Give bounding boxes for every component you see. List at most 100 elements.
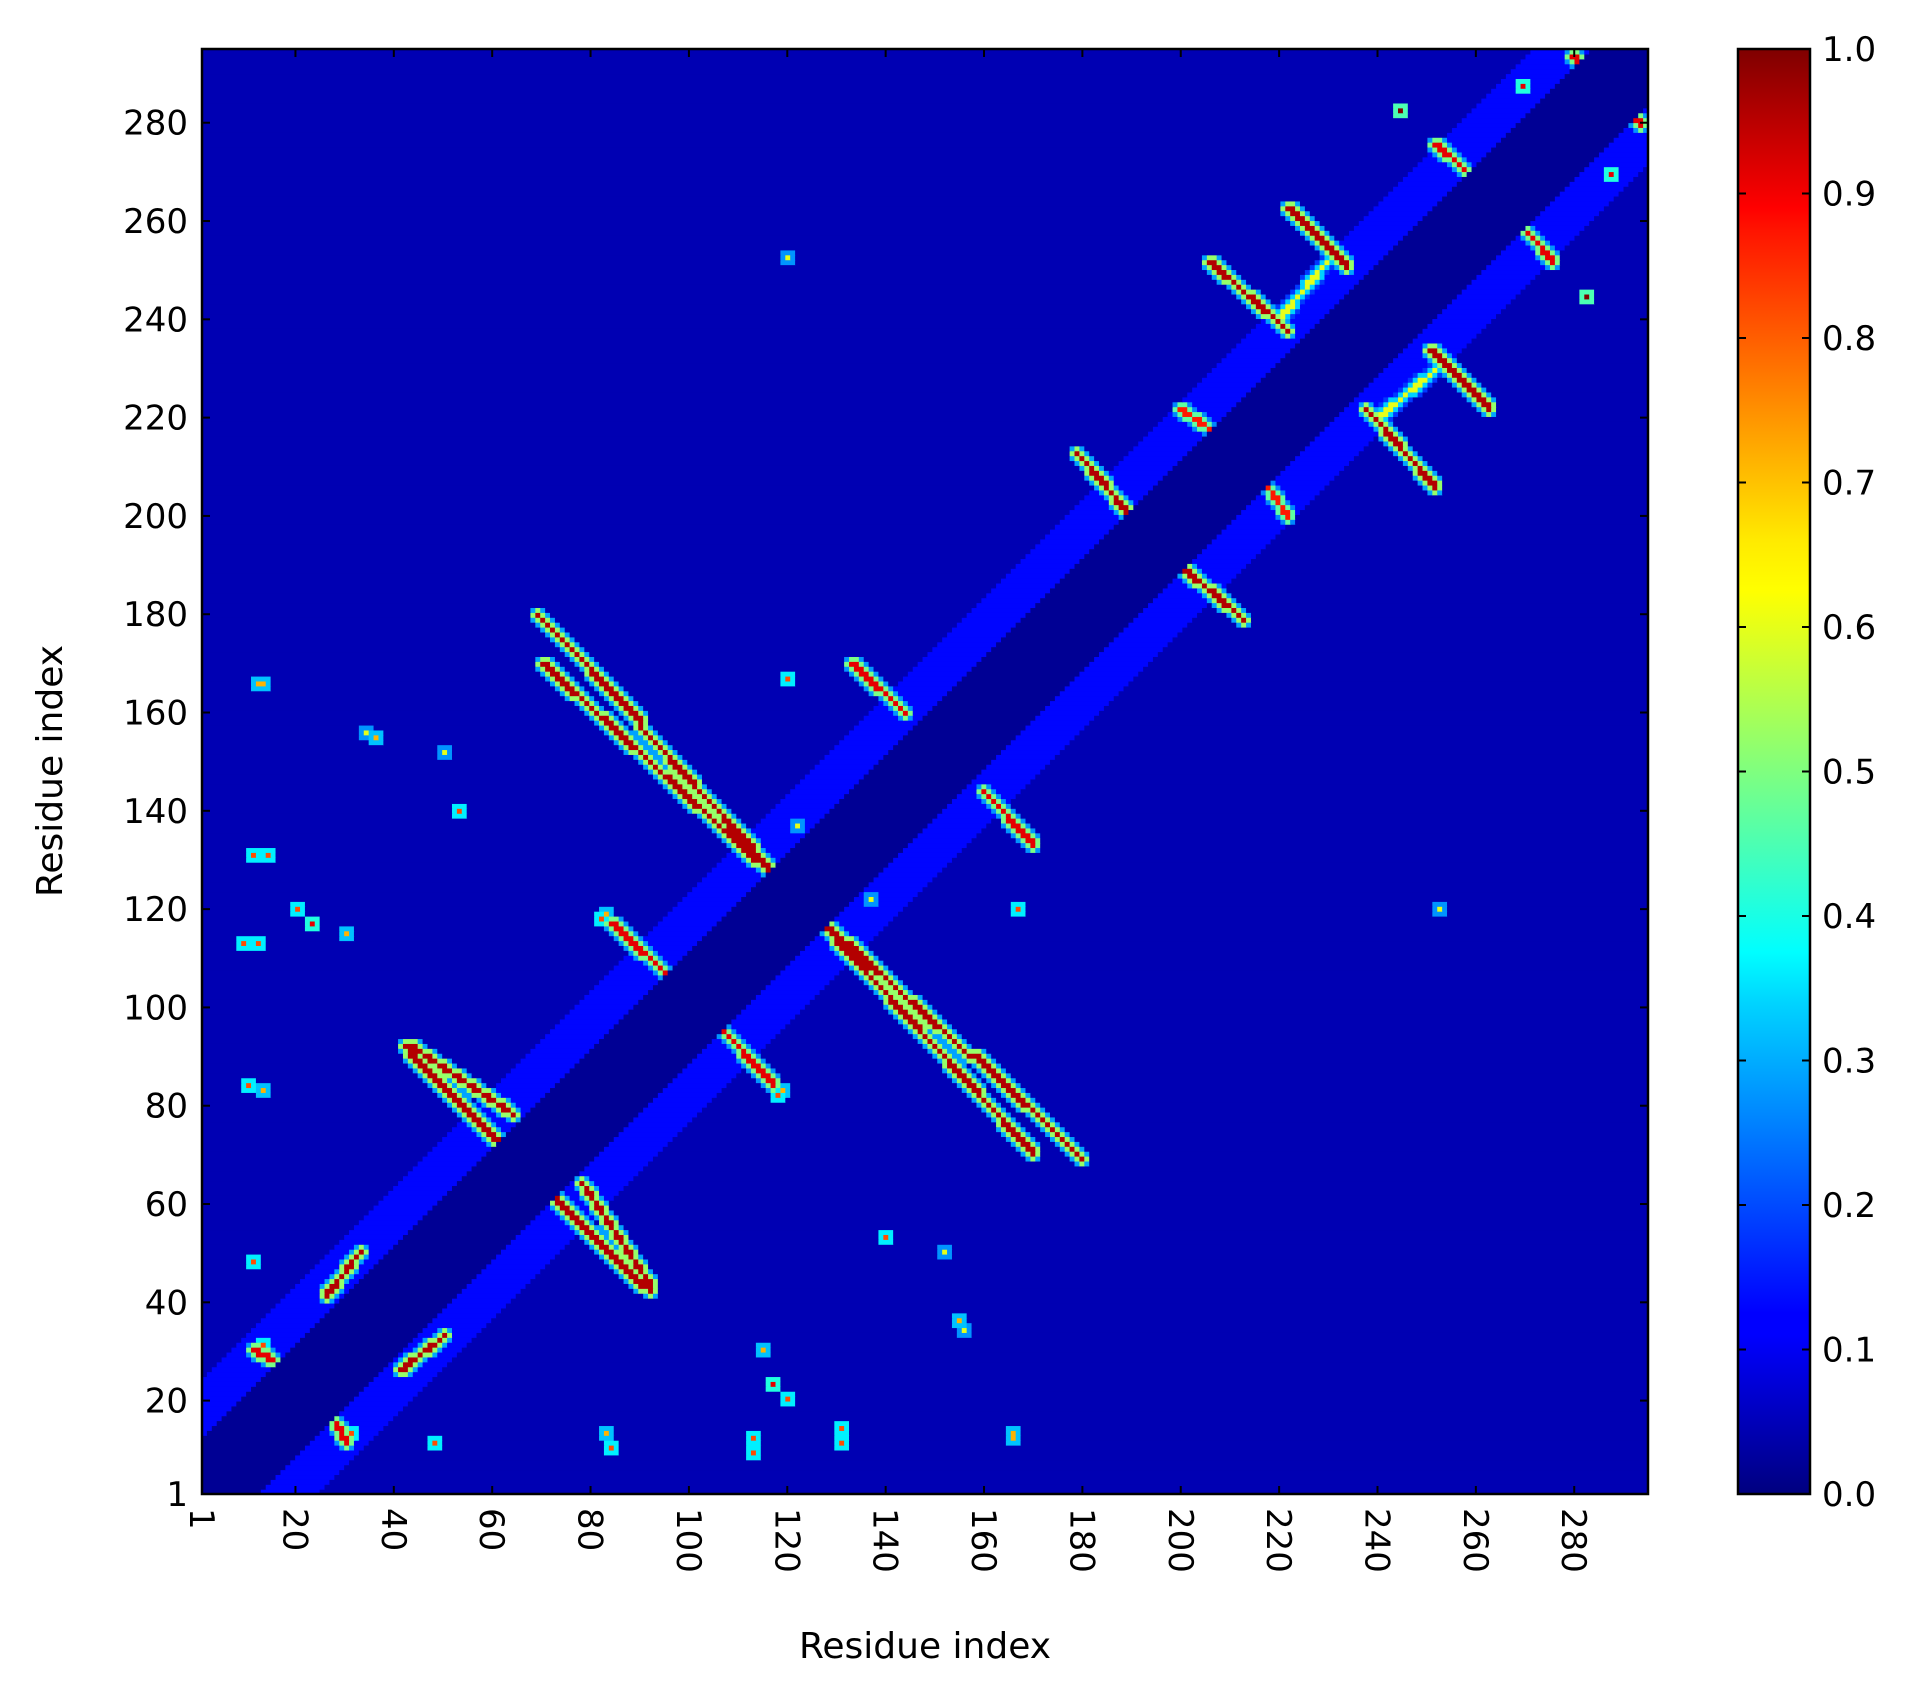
heatmap-cell bbox=[1246, 289, 1257, 295]
heatmap-cell bbox=[1314, 259, 1321, 266]
heatmap-cell bbox=[623, 739, 634, 746]
heatmap-cell bbox=[1339, 269, 1345, 275]
heatmap-cell bbox=[530, 617, 536, 623]
heatmap-cell bbox=[447, 1327, 453, 1333]
heatmap-cell bbox=[1260, 377, 1375, 383]
heatmap-cell bbox=[643, 1273, 649, 1280]
heatmap-cell bbox=[1314, 494, 1649, 501]
heatmap-cell bbox=[1608, 171, 1615, 177]
heatmap-cell bbox=[917, 1009, 929, 1015]
heatmap-cell bbox=[1471, 382, 1478, 388]
heatmap-cell bbox=[1231, 592, 1649, 599]
heatmap-cell bbox=[1368, 421, 1375, 427]
heatmap-cell bbox=[956, 1072, 968, 1079]
heatmap-cell bbox=[613, 1234, 625, 1240]
heatmap-cell bbox=[628, 1244, 634, 1250]
heatmap-cell bbox=[628, 940, 639, 946]
heatmap-cell bbox=[1064, 1141, 1071, 1147]
heatmap-cell bbox=[1241, 279, 1247, 285]
heatmap-cell bbox=[858, 974, 865, 981]
heatmap-cell bbox=[1255, 303, 1267, 310]
heatmap-cell bbox=[295, 1454, 355, 1461]
heatmap-cell bbox=[652, 734, 659, 741]
heatmap-cell bbox=[858, 656, 865, 662]
heatmap-cell bbox=[1059, 749, 1649, 755]
heatmap-cell bbox=[976, 1082, 982, 1089]
heatmap-cell bbox=[613, 1209, 1649, 1216]
heatmap-cell bbox=[1280, 529, 1649, 535]
heatmap-cell bbox=[844, 950, 865, 956]
heatmap-cell bbox=[628, 925, 634, 932]
heatmap-cell bbox=[402, 1175, 463, 1182]
heatmap-cell bbox=[1324, 279, 1360, 285]
heatmap-cell bbox=[991, 788, 997, 795]
y-tick-label: 240 bbox=[123, 300, 188, 340]
heatmap-cell bbox=[888, 695, 894, 702]
heatmap-cell bbox=[251, 680, 257, 687]
heatmap-cell bbox=[589, 989, 649, 995]
heatmap-cell bbox=[746, 1435, 752, 1441]
heatmap-cell bbox=[510, 1107, 517, 1113]
heatmap-cell bbox=[986, 1048, 1649, 1054]
heatmap-cell bbox=[643, 960, 649, 966]
heatmap-cell bbox=[1378, 411, 1389, 417]
heatmap-cell bbox=[481, 1102, 487, 1108]
heatmap-cell bbox=[496, 1087, 551, 1093]
heatmap-cell bbox=[202, 950, 630, 956]
heatmap-cell bbox=[643, 720, 649, 726]
heatmap-cell bbox=[246, 1342, 252, 1348]
heatmap-cell bbox=[202, 852, 247, 858]
heatmap-cell bbox=[1491, 411, 1497, 417]
heatmap-cell bbox=[1417, 333, 1478, 339]
heatmap-cell bbox=[687, 891, 747, 898]
heatmap-cell bbox=[1363, 274, 1478, 280]
heatmap-cell bbox=[608, 729, 615, 736]
heatmap-cell bbox=[1476, 333, 1649, 339]
heatmap-cell bbox=[1432, 465, 1649, 471]
heatmap-cell bbox=[976, 773, 1036, 780]
heatmap-cell bbox=[790, 675, 796, 682]
heatmap-cell bbox=[648, 945, 654, 951]
heatmap-cell bbox=[442, 1136, 482, 1142]
heatmap-cell bbox=[966, 1053, 982, 1059]
heatmap-cell bbox=[633, 1278, 654, 1284]
heatmap-cell bbox=[202, 1263, 247, 1270]
heatmap-cell bbox=[942, 636, 1002, 643]
heatmap-cell bbox=[917, 891, 1649, 898]
heatmap-cell bbox=[432, 1082, 438, 1089]
heatmap-cell bbox=[682, 773, 693, 780]
heatmap-cell bbox=[1054, 695, 1115, 702]
heatmap-cell bbox=[701, 793, 708, 800]
heatmap-cell bbox=[1030, 1156, 1036, 1162]
heatmap-cell bbox=[1447, 142, 1453, 148]
heatmap-cell bbox=[1059, 1141, 1066, 1147]
heatmap-cell bbox=[883, 685, 889, 692]
heatmap-cell bbox=[1133, 675, 1649, 682]
heatmap-cell bbox=[550, 627, 556, 633]
heatmap-cell bbox=[648, 989, 762, 995]
heatmap-cell bbox=[1520, 235, 1527, 241]
heatmap-cell bbox=[202, 964, 615, 971]
heatmap-cell bbox=[202, 421, 1159, 427]
heatmap-cell bbox=[1010, 832, 1017, 839]
heatmap-cell bbox=[349, 1420, 389, 1427]
heatmap-cell bbox=[1074, 1146, 1080, 1152]
heatmap-cell bbox=[1275, 362, 1389, 368]
heatmap-cell bbox=[780, 671, 796, 677]
heatmap-cell bbox=[927, 1004, 933, 1010]
heatmap-cell bbox=[804, 773, 865, 780]
heatmap-cell bbox=[202, 440, 1139, 447]
heatmap-cell bbox=[202, 504, 1076, 511]
heatmap-cell bbox=[319, 1258, 340, 1265]
heatmap-cell bbox=[1040, 769, 1649, 775]
heatmap-cell bbox=[648, 1258, 1649, 1265]
heatmap-cell bbox=[373, 1205, 433, 1211]
heatmap-cell bbox=[358, 729, 365, 736]
heatmap-cell bbox=[246, 1263, 262, 1270]
heatmap-cell bbox=[1030, 827, 1036, 834]
heatmap-cell bbox=[618, 715, 625, 721]
heatmap-cell bbox=[334, 1298, 340, 1304]
heatmap-cell bbox=[339, 1273, 345, 1280]
heatmap-cell bbox=[1201, 607, 1218, 613]
heatmap-cell bbox=[966, 612, 1027, 618]
